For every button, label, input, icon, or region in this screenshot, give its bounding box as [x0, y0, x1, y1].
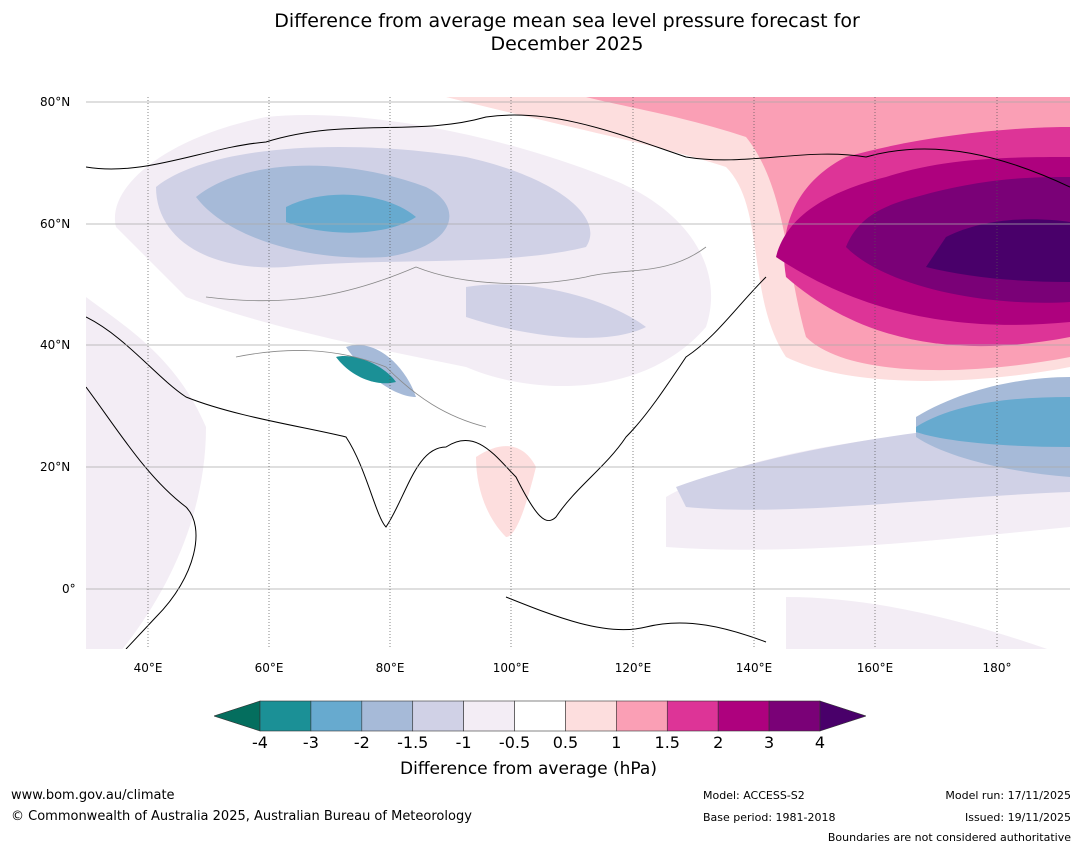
colorbar-tick: -2 [353, 733, 370, 752]
lon-label-40e: 40°E [133, 661, 163, 675]
colorbar-extend-high [819, 700, 866, 732]
lat-label-60n: 60°N [40, 217, 71, 231]
lon-label-160e: 160°E [856, 661, 894, 675]
colorbar-tick: 4 [814, 733, 826, 752]
pressure-anomaly-map [86, 97, 1070, 649]
colorbar-segment [259, 700, 312, 732]
colorbar-segment [310, 700, 363, 732]
colorbar-segment [463, 700, 515, 732]
coastlines [86, 114, 1070, 649]
colorbar-tick: 1 [611, 733, 622, 752]
colorbar-segment [565, 700, 617, 732]
lon-label-120e: 120°E [614, 661, 652, 675]
colorbar-segment [514, 700, 566, 732]
footer-copyright: © Commonwealth of Australia 2025, Austra… [11, 809, 472, 824]
colorbar-tick: 3 [763, 733, 775, 752]
colorbar-segment [768, 700, 821, 732]
anomaly-region-neg-4 [336, 356, 396, 384]
footer-issued: Issued: 19/11/2025 [964, 811, 1071, 824]
colorbar-tick: 1.5 [654, 733, 680, 752]
colorbar-tick: -0.5 [498, 733, 531, 752]
colorbar-segment [666, 700, 719, 732]
country-borders [205, 246, 707, 428]
footer-model: Model: ACCESS-S2 [703, 789, 805, 802]
colorbar-tick: 0.5 [552, 733, 579, 752]
lat-label-0: 0° [62, 582, 76, 596]
anomaly-region-neg-3 [286, 194, 1070, 447]
chart-title: Difference from average mean sea level p… [0, 10, 1081, 56]
lon-label-100e: 100°E [492, 661, 530, 675]
colorbar-tick: -1.5 [397, 733, 429, 752]
lon-label-60e: 60°E [254, 661, 284, 675]
longitude-gridlines [147, 97, 998, 649]
lat-label-20n: 20°N [40, 460, 71, 474]
latitude-gridlines [86, 101, 1070, 590]
colorbar-segment [616, 700, 668, 732]
colorbar-label: Difference from average (hPa) [400, 759, 657, 779]
colorbar-tick: -1 [455, 733, 472, 752]
anomaly-region-pos-4 [926, 219, 1070, 282]
colorbar-tick: -4 [252, 733, 268, 752]
lon-label-140e: 140°E [735, 661, 773, 675]
footer-website[interactable]: www.bom.gov.au/climate [11, 788, 175, 803]
lon-label-80e: 80°E [375, 661, 405, 675]
colorbar-segment [717, 700, 770, 732]
colorbar-segment [412, 700, 464, 732]
lat-label-40n: 40°N [40, 338, 71, 352]
footer-disclaimer: Boundaries are not considered authoritat… [827, 831, 1071, 844]
colorbar-tick: 2 [713, 733, 724, 752]
colorbar-extend-low [214, 700, 261, 732]
title-line-2: December 2025 [490, 33, 644, 55]
colorbar-segment [361, 700, 414, 732]
lat-label-80n: 80°N [40, 95, 71, 109]
lon-label-180: 180° [982, 661, 1012, 675]
anomaly-region-neg-2 [196, 165, 1070, 478]
colorbar-tick: -3 [302, 733, 319, 752]
title-line-1: Difference from average mean sea level p… [274, 10, 860, 32]
footer-model-run: Model run: 17/11/2025 [945, 789, 1071, 802]
footer-base-period: Base period: 1981-2018 [703, 811, 836, 824]
colorbar [214, 700, 866, 732]
